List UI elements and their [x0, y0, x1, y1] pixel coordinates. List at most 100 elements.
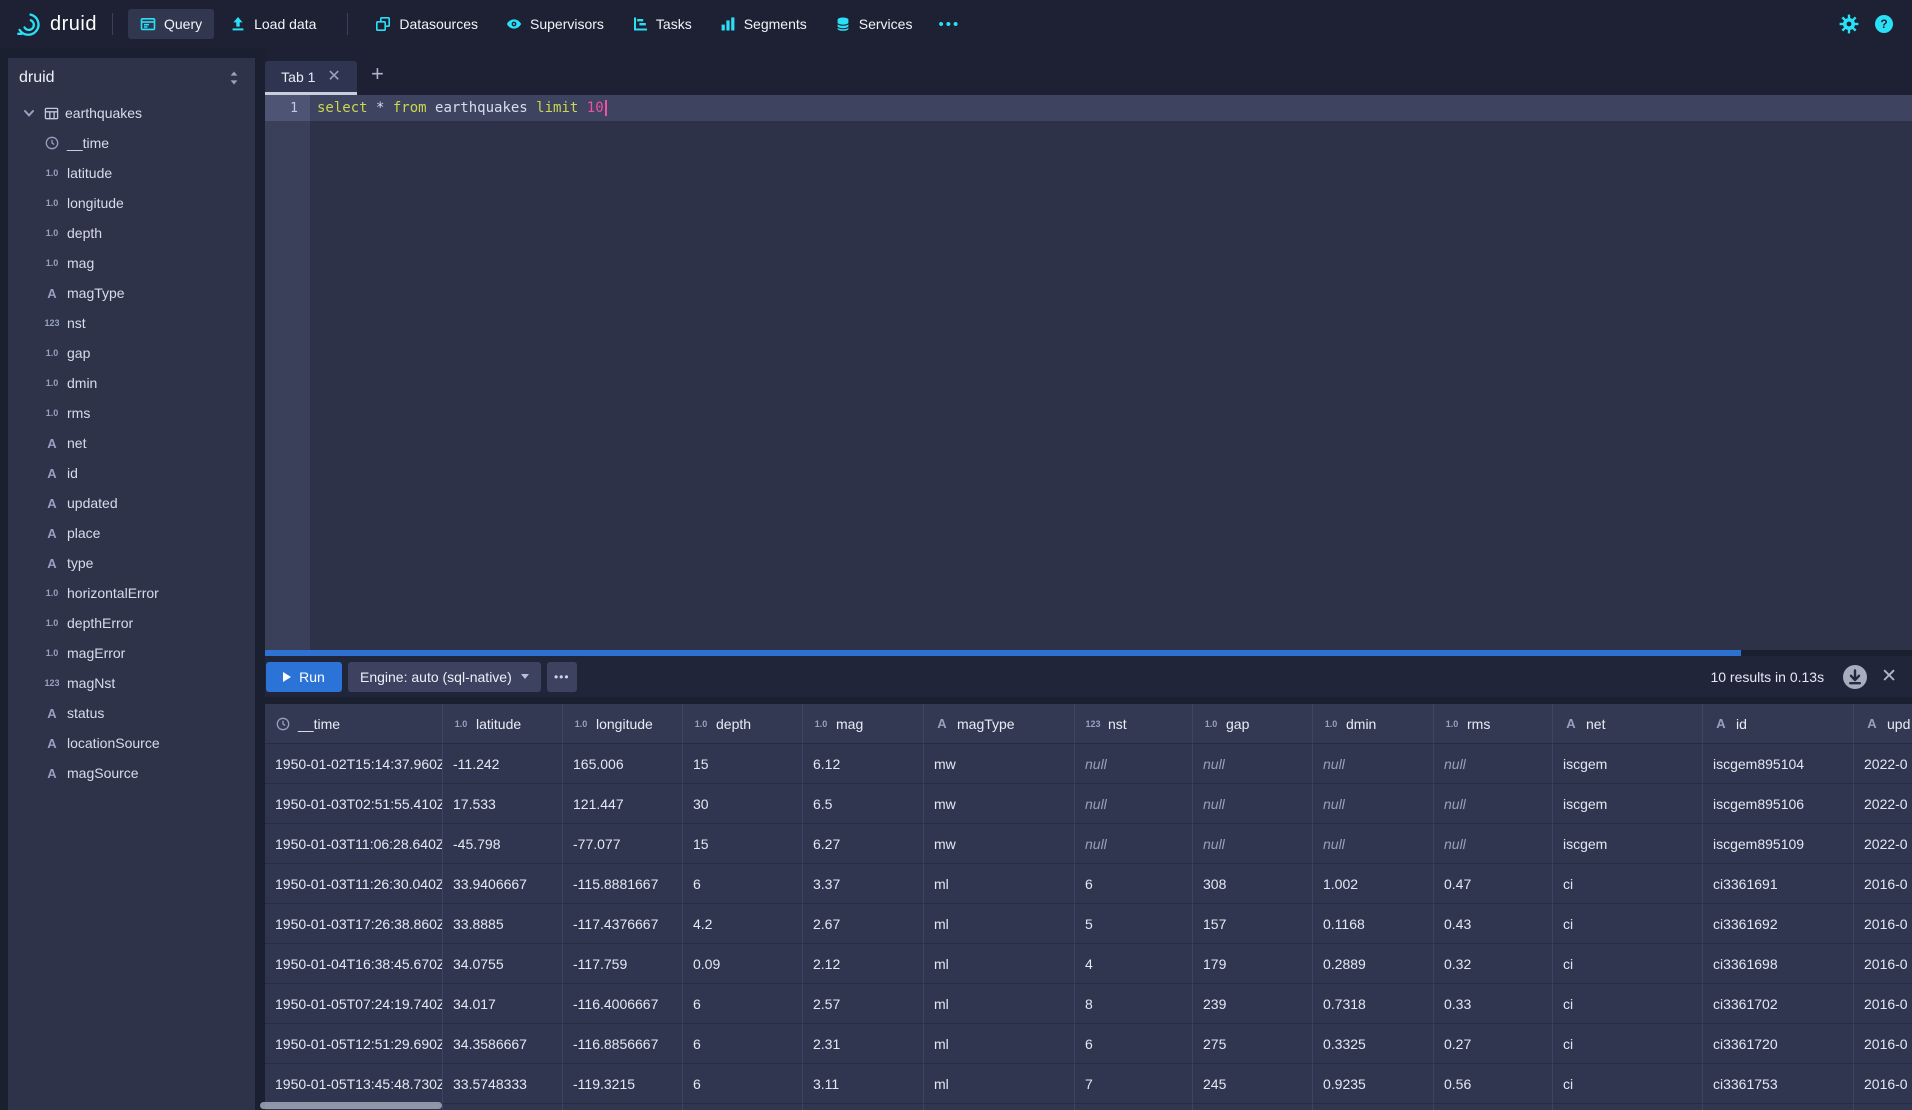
table-cell[interactable]: 0.47	[1434, 864, 1553, 904]
table-cell[interactable]: ml	[924, 864, 1075, 904]
sidebar-column-rms[interactable]: 1.0rms	[8, 398, 255, 428]
table-cell[interactable]: ml	[924, 944, 1075, 984]
sidebar-column-updated[interactable]: Aupdated	[8, 488, 255, 518]
table-cell[interactable]: null	[1075, 744, 1193, 784]
table-cell[interactable]: 0.32	[1434, 944, 1553, 984]
table-cell[interactable]: 121.447	[563, 784, 683, 824]
table-cell[interactable]: 6	[683, 864, 803, 904]
results-header-mag[interactable]: 1.0mag	[803, 704, 924, 744]
nav-item-query[interactable]: Query	[128, 9, 214, 39]
table-cell[interactable]: iscgem895106	[1703, 784, 1854, 824]
table-cell[interactable]: 8	[1075, 984, 1193, 1024]
sidebar-column-locationSource[interactable]: AlocationSource	[8, 728, 255, 758]
sidebar-column-horizontalError[interactable]: 1.0horizontalError	[8, 578, 255, 608]
table-cell[interactable]: -119.3215	[563, 1064, 683, 1104]
nav-item-services[interactable]: Services	[823, 9, 925, 39]
table-cell[interactable]: 1950-01-05T07:24:19.740Z	[265, 984, 443, 1024]
results-header-upd[interactable]: Aupd	[1854, 704, 1912, 744]
table-cell[interactable]: 1950-01-03T17:26:38.860Z	[265, 904, 443, 944]
table-cell[interactable]: null	[1193, 744, 1313, 784]
results-header-dmin[interactable]: 1.0dmin	[1313, 704, 1434, 744]
table-cell[interactable]: 7	[1075, 1064, 1193, 1104]
results-header-depth[interactable]: 1.0depth	[683, 704, 803, 744]
table-cell[interactable]: ml	[924, 984, 1075, 1024]
nav-item-datasources[interactable]: Datasources	[363, 9, 490, 39]
sidebar-column-nst[interactable]: 123nst	[8, 308, 255, 338]
table-cell[interactable]: 275	[1193, 1024, 1313, 1064]
new-tab-button[interactable]: +	[371, 61, 384, 87]
table-cell[interactable]: -117.759	[563, 944, 683, 984]
table-cell[interactable]: 2016-0	[1854, 1024, 1912, 1064]
table-cell[interactable]: ci	[1553, 944, 1703, 984]
table-cell[interactable]: null	[1193, 784, 1313, 824]
table-cell[interactable]: 0.1168	[1313, 904, 1434, 944]
chevron-down-icon[interactable]	[22, 106, 36, 120]
table-cell[interactable]: ci	[1553, 904, 1703, 944]
table-cell[interactable]: 2016-0	[1854, 944, 1912, 984]
table-cell[interactable]: ci	[1553, 1064, 1703, 1104]
nav-item-load-data[interactable]: Load data	[218, 9, 328, 39]
table-cell[interactable]: ci3361698	[1703, 944, 1854, 984]
results-header-longitude[interactable]: 1.0longitude	[563, 704, 683, 744]
table-cell[interactable]: 2022-0	[1854, 824, 1912, 864]
table-cell[interactable]: null	[1075, 784, 1193, 824]
table-cell[interactable]: ci3361691	[1703, 864, 1854, 904]
table-cell[interactable]: 308	[1193, 864, 1313, 904]
table-cell[interactable]: iscgem	[1553, 744, 1703, 784]
table-cell[interactable]: 0.9235	[1313, 1064, 1434, 1104]
table-cell[interactable]: 0.3325	[1313, 1024, 1434, 1064]
download-results-icon[interactable]	[1842, 664, 1868, 690]
table-cell[interactable]: 4	[1075, 944, 1193, 984]
table-cell[interactable]: 2.12	[803, 944, 924, 984]
table-cell[interactable]: ml	[924, 1024, 1075, 1064]
table-cell[interactable]: 33.5748333	[443, 1064, 563, 1104]
sidebar-column-place[interactable]: Aplace	[8, 518, 255, 548]
table-cell[interactable]: 5	[1075, 904, 1193, 944]
sidebar-column-status[interactable]: Astatus	[8, 698, 255, 728]
results-header-net[interactable]: Anet	[1553, 704, 1703, 744]
sidebar-column-depthError[interactable]: 1.0depthError	[8, 608, 255, 638]
sidebar-column-depth[interactable]: 1.0depth	[8, 218, 255, 248]
table-cell[interactable]: -116.4006667	[563, 984, 683, 1024]
table-cell[interactable]: 2022-0	[1854, 784, 1912, 824]
table-cell[interactable]: 1950-01-03T11:26:30.040Z	[265, 864, 443, 904]
table-cell[interactable]: 2016-0	[1854, 864, 1912, 904]
table-cell[interactable]: 1950-01-03T11:06:28.640Z	[265, 824, 443, 864]
table-cell[interactable]: 1950-01-03T02:51:55.410Z	[265, 784, 443, 824]
results-header-gap[interactable]: 1.0gap	[1193, 704, 1313, 744]
table-cell[interactable]: ci	[1553, 1024, 1703, 1064]
table-cell[interactable]: 1950-01-05T12:51:29.690Z	[265, 1024, 443, 1064]
table-cell[interactable]: ci3361692	[1703, 904, 1854, 944]
table-cell[interactable]: 6	[683, 1064, 803, 1104]
datasource-item-earthquakes[interactable]: earthquakes	[8, 98, 255, 128]
close-results-icon[interactable]: ✕	[1881, 667, 1897, 686]
table-cell[interactable]: ci3361702	[1703, 984, 1854, 1024]
table-cell[interactable]: 2.57	[803, 984, 924, 1024]
sidebar-column-time[interactable]: __time	[8, 128, 255, 158]
sql-editor[interactable]: 1 select * from earthquakes limit 10	[265, 95, 1912, 650]
table-cell[interactable]: 165.006	[563, 744, 683, 784]
nav-item-supervisors[interactable]: Supervisors	[494, 9, 616, 39]
table-cell[interactable]: ci	[1553, 864, 1703, 904]
table-cell[interactable]: 1950-01-05T13:45:48.730Z	[265, 1064, 443, 1104]
table-cell[interactable]: 6.5	[803, 784, 924, 824]
table-cell[interactable]: 6	[1075, 1024, 1193, 1064]
engine-select-button[interactable]: Engine: auto (sql-native)	[348, 662, 541, 692]
horizontal-scrollbar-thumb[interactable]	[260, 1102, 442, 1109]
table-cell[interactable]: -77.077	[563, 824, 683, 864]
table-cell[interactable]: 17.533	[443, 784, 563, 824]
results-header-magType[interactable]: AmagType	[924, 704, 1075, 744]
results-header-rms[interactable]: 1.0rms	[1434, 704, 1553, 744]
table-cell[interactable]: null	[1313, 784, 1434, 824]
table-cell[interactable]: 0.33	[1434, 984, 1553, 1024]
table-cell[interactable]: 33.8885	[443, 904, 563, 944]
table-cell[interactable]: 15	[683, 824, 803, 864]
sidebar-column-gap[interactable]: 1.0gap	[8, 338, 255, 368]
run-button[interactable]: Run	[266, 662, 342, 692]
table-cell[interactable]: iscgem895104	[1703, 744, 1854, 784]
table-cell[interactable]: 179	[1193, 944, 1313, 984]
table-cell[interactable]: 0.2889	[1313, 944, 1434, 984]
navbar-more-button[interactable]: •••	[928, 9, 970, 40]
sort-double-caret-icon[interactable]	[228, 71, 240, 85]
sidebar-column-id[interactable]: Aid	[8, 458, 255, 488]
